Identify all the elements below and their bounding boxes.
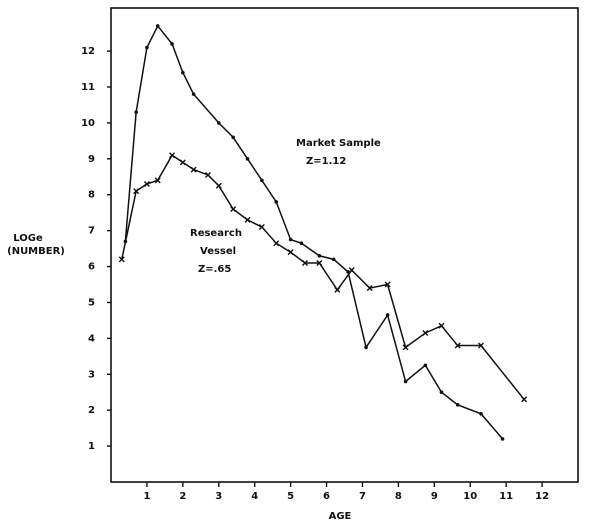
point-marker — [438, 322, 445, 329]
y-tick-label: 2 — [88, 405, 95, 416]
point-marker — [384, 281, 391, 288]
point-marker — [478, 342, 485, 349]
x-tick-label: 7 — [359, 491, 366, 502]
point-marker — [348, 267, 355, 274]
point-marker — [181, 70, 185, 75]
y-tick-label: 6 — [88, 262, 95, 273]
x-tick-label: 2 — [179, 491, 186, 502]
annotation: Vessel — [200, 246, 236, 257]
point-marker — [169, 152, 176, 159]
point-marker — [500, 437, 505, 441]
point-marker — [422, 329, 429, 336]
point-marker — [423, 363, 428, 368]
y-tick-label: 4 — [88, 333, 95, 344]
x-tick-label: 10 — [463, 491, 477, 502]
y-tick-label: 9 — [88, 154, 95, 165]
y-tick-label: 7 — [88, 226, 95, 237]
x-tick-label: 5 — [287, 491, 294, 502]
y-tick-label: 5 — [88, 297, 95, 308]
point-marker — [454, 342, 461, 349]
point-marker — [301, 259, 308, 266]
x-tick-label: 1 — [143, 491, 150, 502]
point-marker — [145, 45, 149, 50]
y-tick-label: 8 — [88, 190, 95, 201]
point-marker — [231, 135, 235, 140]
point-marker — [299, 241, 304, 246]
x-axis-label: AGE — [329, 511, 352, 522]
point-marker — [288, 237, 293, 242]
point-marker — [204, 171, 211, 178]
point-marker — [230, 206, 237, 213]
y-axis-label: (NUMBER) — [7, 246, 65, 257]
point-marker — [366, 285, 373, 292]
annotation: Z=1.12 — [306, 156, 346, 167]
point-marker — [215, 182, 222, 189]
point-marker — [258, 224, 265, 231]
y-tick-label: 11 — [81, 82, 95, 93]
point-marker — [191, 92, 196, 96]
point-marker — [439, 390, 444, 395]
point-marker — [260, 178, 264, 183]
x-tick-label: 3 — [215, 491, 222, 502]
point-marker — [455, 402, 460, 407]
x-tick-label: 11 — [499, 491, 513, 502]
x-tick-label: 4 — [251, 491, 258, 502]
point-marker — [155, 24, 160, 28]
point-marker — [216, 121, 221, 125]
point-marker — [317, 253, 322, 258]
y-tick-label: 1 — [88, 441, 95, 452]
x-tick-label: 12 — [535, 491, 549, 502]
y-tick-label: 10 — [81, 118, 95, 129]
point-marker — [179, 159, 186, 166]
annotation: Research — [190, 228, 242, 239]
y-axis-label: LOGe — [13, 233, 43, 244]
point-marker — [244, 216, 251, 223]
point-marker — [364, 345, 368, 350]
point-marker — [134, 110, 138, 114]
point-marker — [287, 249, 294, 256]
point-marker — [521, 396, 528, 403]
point-marker — [331, 257, 336, 262]
point-marker — [154, 177, 161, 184]
plot-frame — [110, 7, 579, 483]
y-tick-label: 12 — [81, 46, 95, 57]
x-tick-label: 9 — [431, 491, 438, 502]
annotation: Z=.65 — [198, 264, 231, 275]
point-marker — [133, 188, 140, 195]
point-marker — [385, 313, 390, 317]
x-tick-label: 8 — [395, 491, 402, 502]
point-marker — [274, 200, 279, 204]
y-tick-label: 3 — [88, 369, 95, 380]
point-marker — [143, 180, 150, 187]
point-marker — [334, 286, 341, 293]
point-marker — [170, 42, 174, 46]
point-marker — [273, 240, 280, 247]
point-marker — [403, 379, 408, 384]
point-marker — [316, 259, 323, 266]
series-line — [121, 154, 525, 400]
point-marker — [402, 344, 409, 351]
x-tick-label: 6 — [323, 491, 330, 502]
annotation: Market Sample — [296, 138, 381, 149]
point-marker — [479, 411, 483, 416]
series-line — [124, 24, 504, 440]
point-marker — [118, 256, 125, 263]
point-marker — [245, 157, 250, 161]
point-marker — [190, 166, 197, 173]
